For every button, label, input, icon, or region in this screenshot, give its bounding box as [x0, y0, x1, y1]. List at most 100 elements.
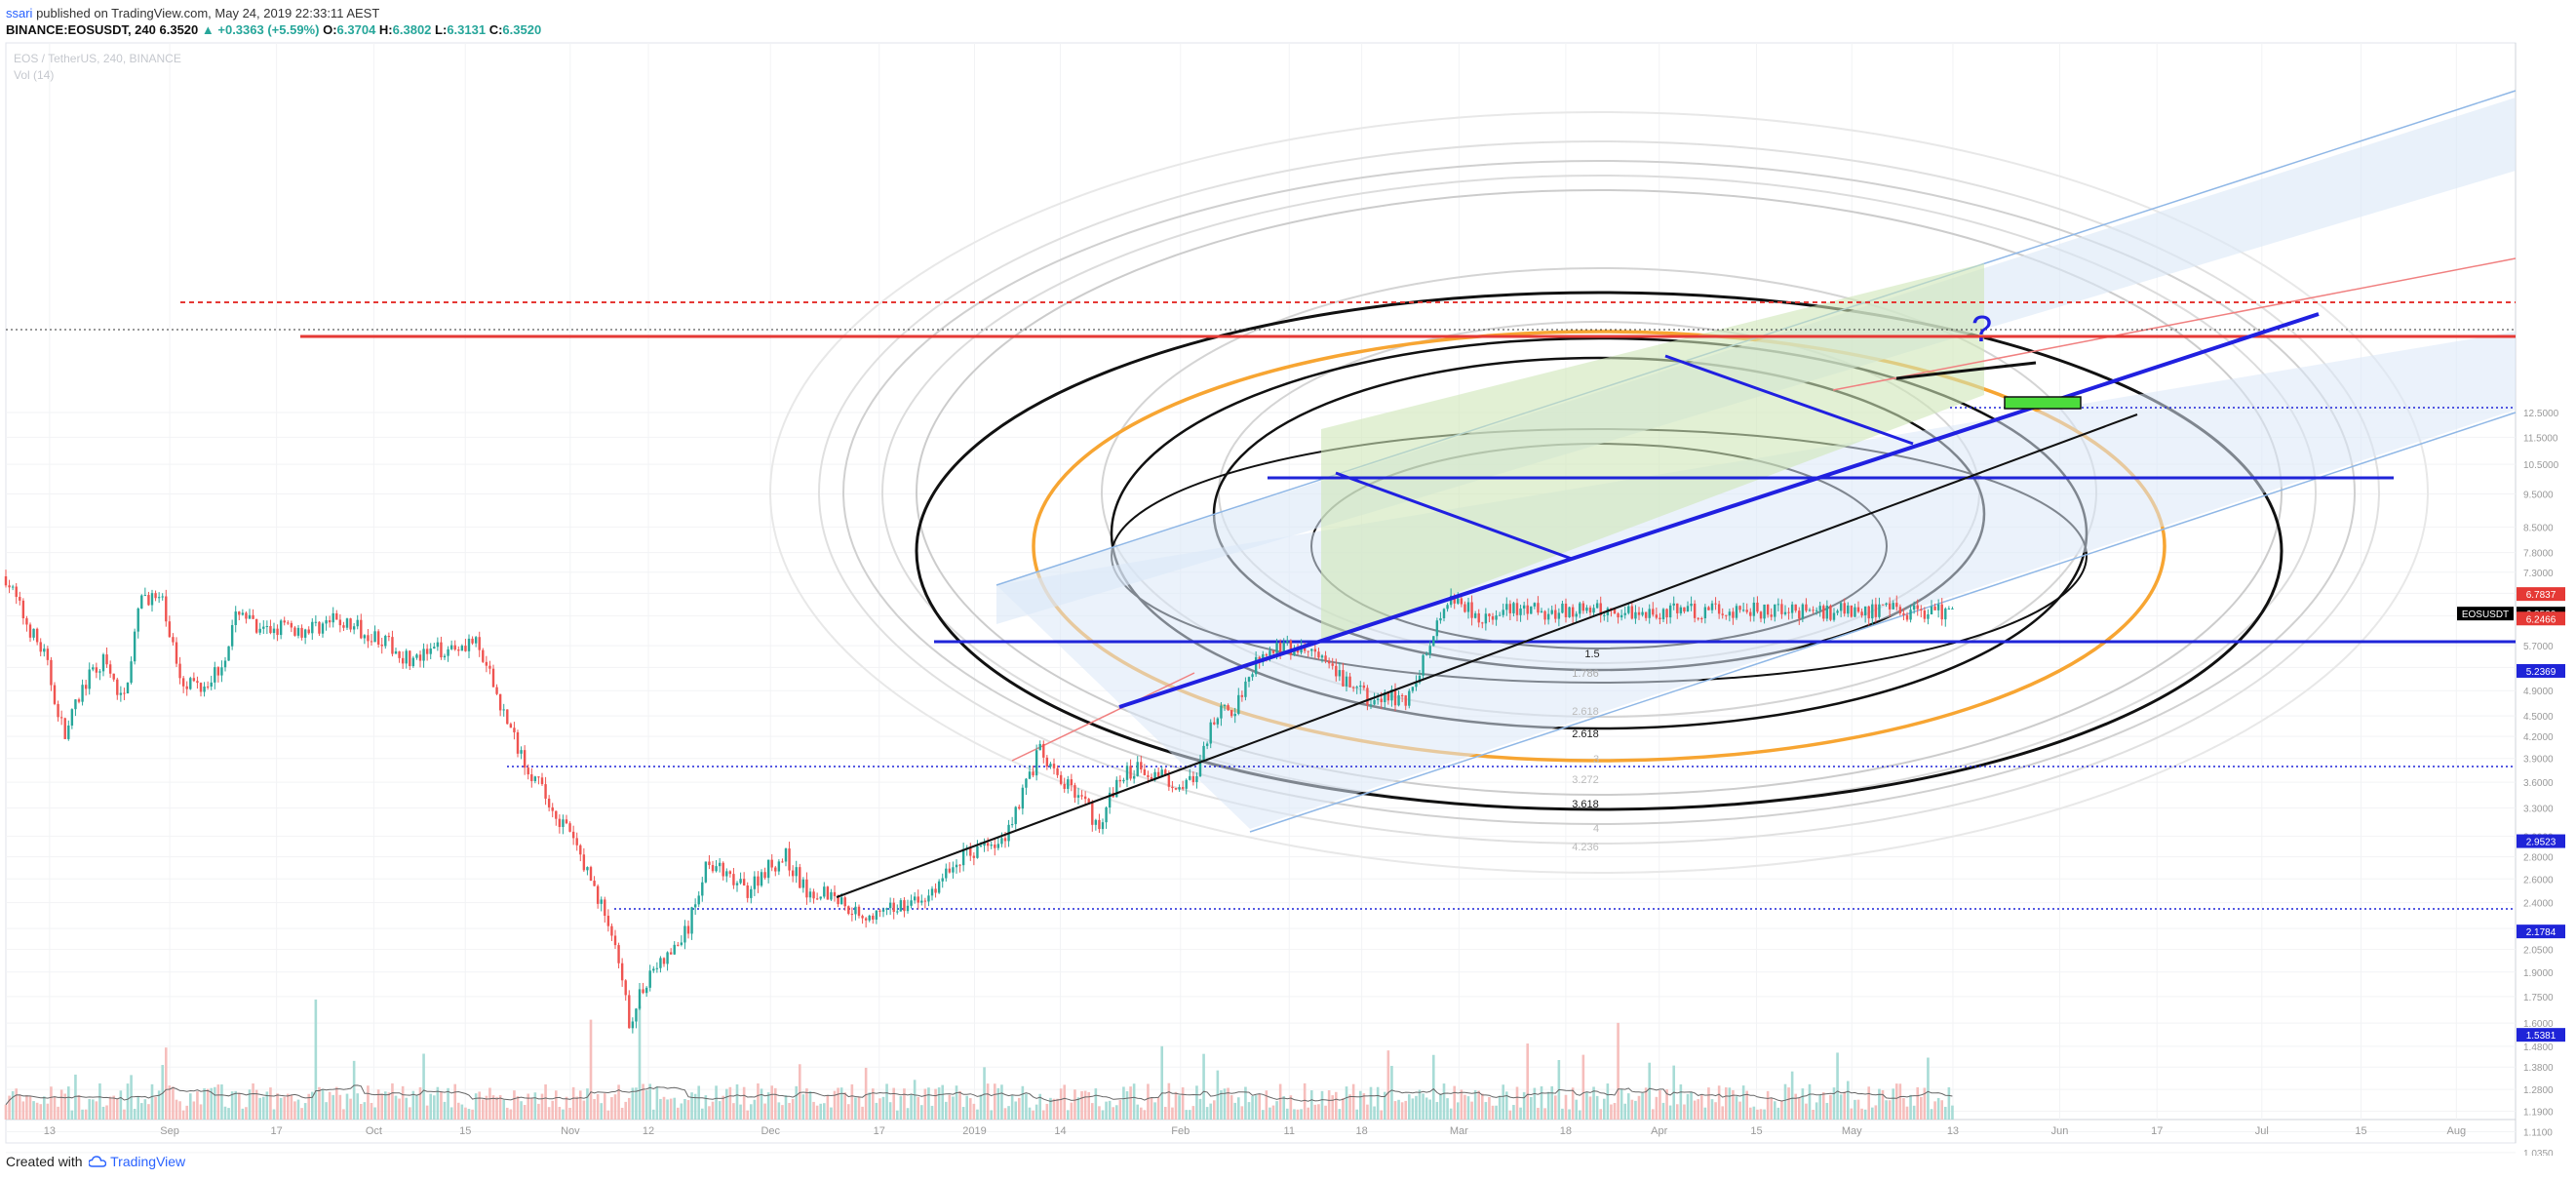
volume-bar: [175, 1099, 178, 1120]
volume-bar: [854, 1097, 857, 1120]
candle-body: [1774, 604, 1776, 617]
volume-bar: [1522, 1091, 1526, 1120]
candle-body: [1871, 604, 1874, 619]
high-label: H:: [378, 22, 393, 37]
volume-bar: [1686, 1093, 1690, 1120]
candle-body: [547, 798, 551, 807]
candle-body: [59, 717, 63, 719]
candle-body: [1878, 604, 1881, 617]
volume-bar: [944, 1101, 948, 1120]
candle-body: [101, 654, 105, 672]
candle-body: [753, 876, 757, 889]
candle-body: [168, 621, 172, 638]
candle-body: [1439, 617, 1442, 621]
candle-body: [1798, 610, 1801, 619]
candle-body: [976, 846, 979, 858]
volume-bar: [1307, 1107, 1310, 1120]
candle-body: [491, 668, 495, 688]
volume-bar: [983, 1067, 986, 1120]
volume-bar: [1909, 1094, 1912, 1120]
time-tick-label: 11: [1284, 1125, 1295, 1137]
candle-body: [269, 625, 272, 634]
volume-bar: [833, 1090, 837, 1120]
volume-bar: [603, 1093, 606, 1120]
price-chart[interactable]: ? 1.5 1.786 2.618 2.618 3 3.272 3.618 4 …: [0, 0, 2576, 1156]
candle-body: [11, 586, 15, 588]
volume-bar: [303, 1103, 307, 1120]
question-mark: ?: [1971, 309, 1992, 350]
volume-bar: [1032, 1110, 1034, 1120]
volume-bar: [1355, 1109, 1359, 1120]
volume-bar: [878, 1098, 881, 1120]
candle-body: [464, 646, 467, 651]
candle-body: [669, 952, 673, 955]
candle-body: [325, 620, 328, 624]
candle-body: [986, 843, 990, 846]
volume-bar: [1617, 1022, 1620, 1120]
volume-bar: [1550, 1085, 1554, 1120]
candle-body: [74, 699, 77, 710]
candle-body: [1933, 606, 1936, 610]
volume-bar: [1568, 1109, 1571, 1120]
candle-body: [1076, 795, 1080, 798]
candle-body: [1052, 764, 1056, 768]
volume-bar: [746, 1110, 750, 1120]
volume-bar: [1537, 1107, 1540, 1120]
candle-body: [551, 806, 554, 811]
volume-bar: [1108, 1100, 1112, 1120]
candle-body: [1554, 610, 1557, 619]
volume-bar: [757, 1082, 760, 1120]
volume-bar: [1951, 1105, 1954, 1120]
candle-body: [1237, 694, 1240, 715]
candle-body: [1683, 607, 1686, 612]
tradingview-link[interactable]: TradingView: [110, 1154, 186, 1169]
volume-bar: [659, 1098, 662, 1120]
volume-bar: [119, 1090, 123, 1120]
candle-body: [1390, 689, 1393, 701]
volume-bar: [46, 1103, 50, 1120]
volume-bar: [1118, 1100, 1122, 1120]
candle-body: [923, 900, 927, 902]
volume-bar: [996, 1087, 1000, 1120]
volume-ma: [5, 1084, 1953, 1106]
volume-bar: [1770, 1097, 1774, 1120]
candle-body: [482, 649, 485, 662]
volume-bar: [192, 1101, 196, 1120]
time-tick-label: May: [1842, 1125, 1862, 1137]
candle-body: [1703, 607, 1707, 619]
volume-bar: [1143, 1110, 1147, 1120]
volume-bar: [903, 1088, 906, 1120]
time-tick-label: 13: [1947, 1125, 1959, 1137]
volume-bar: [1546, 1091, 1550, 1120]
time-axis-ticks: 13 Sep 17 Oct 15 Nov 12 Dec 17 2019 14 Feb 11 18 Mar 18…: [44, 1125, 2466, 1137]
volume-bar: [1293, 1109, 1296, 1120]
black-short-line: [1895, 361, 2037, 380]
candle-body: [1034, 750, 1038, 776]
candle-body: [708, 861, 711, 866]
candle-body: [885, 908, 888, 910]
volume-bar: [1741, 1085, 1745, 1120]
volume-bar: [1502, 1084, 1505, 1120]
volume-bar: [805, 1088, 808, 1120]
candle-body: [318, 621, 321, 634]
candle-body: [300, 627, 303, 638]
candle-body: [913, 896, 917, 901]
volume-bar: [1236, 1097, 1240, 1120]
candle-body: [847, 906, 850, 915]
volume-bar: [1533, 1087, 1537, 1120]
volume-bar: [843, 1092, 847, 1120]
volume-bar: [456, 1102, 460, 1120]
candle-body: [196, 681, 199, 684]
volume-bar: [1278, 1083, 1282, 1120]
candle-body: [154, 593, 157, 599]
author-link[interactable]: ssari: [6, 6, 33, 20]
volume-bar: [724, 1088, 728, 1120]
price-tick-label: 2.6000: [2523, 875, 2554, 885]
candle-body: [258, 628, 261, 633]
volume-bar: [1313, 1104, 1317, 1120]
fib-ring-black-1: [915, 291, 2283, 811]
volume-bar: [1473, 1089, 1477, 1120]
candle-body: [644, 987, 648, 994]
candle-body: [25, 618, 28, 625]
volume-bar: [1442, 1083, 1446, 1120]
